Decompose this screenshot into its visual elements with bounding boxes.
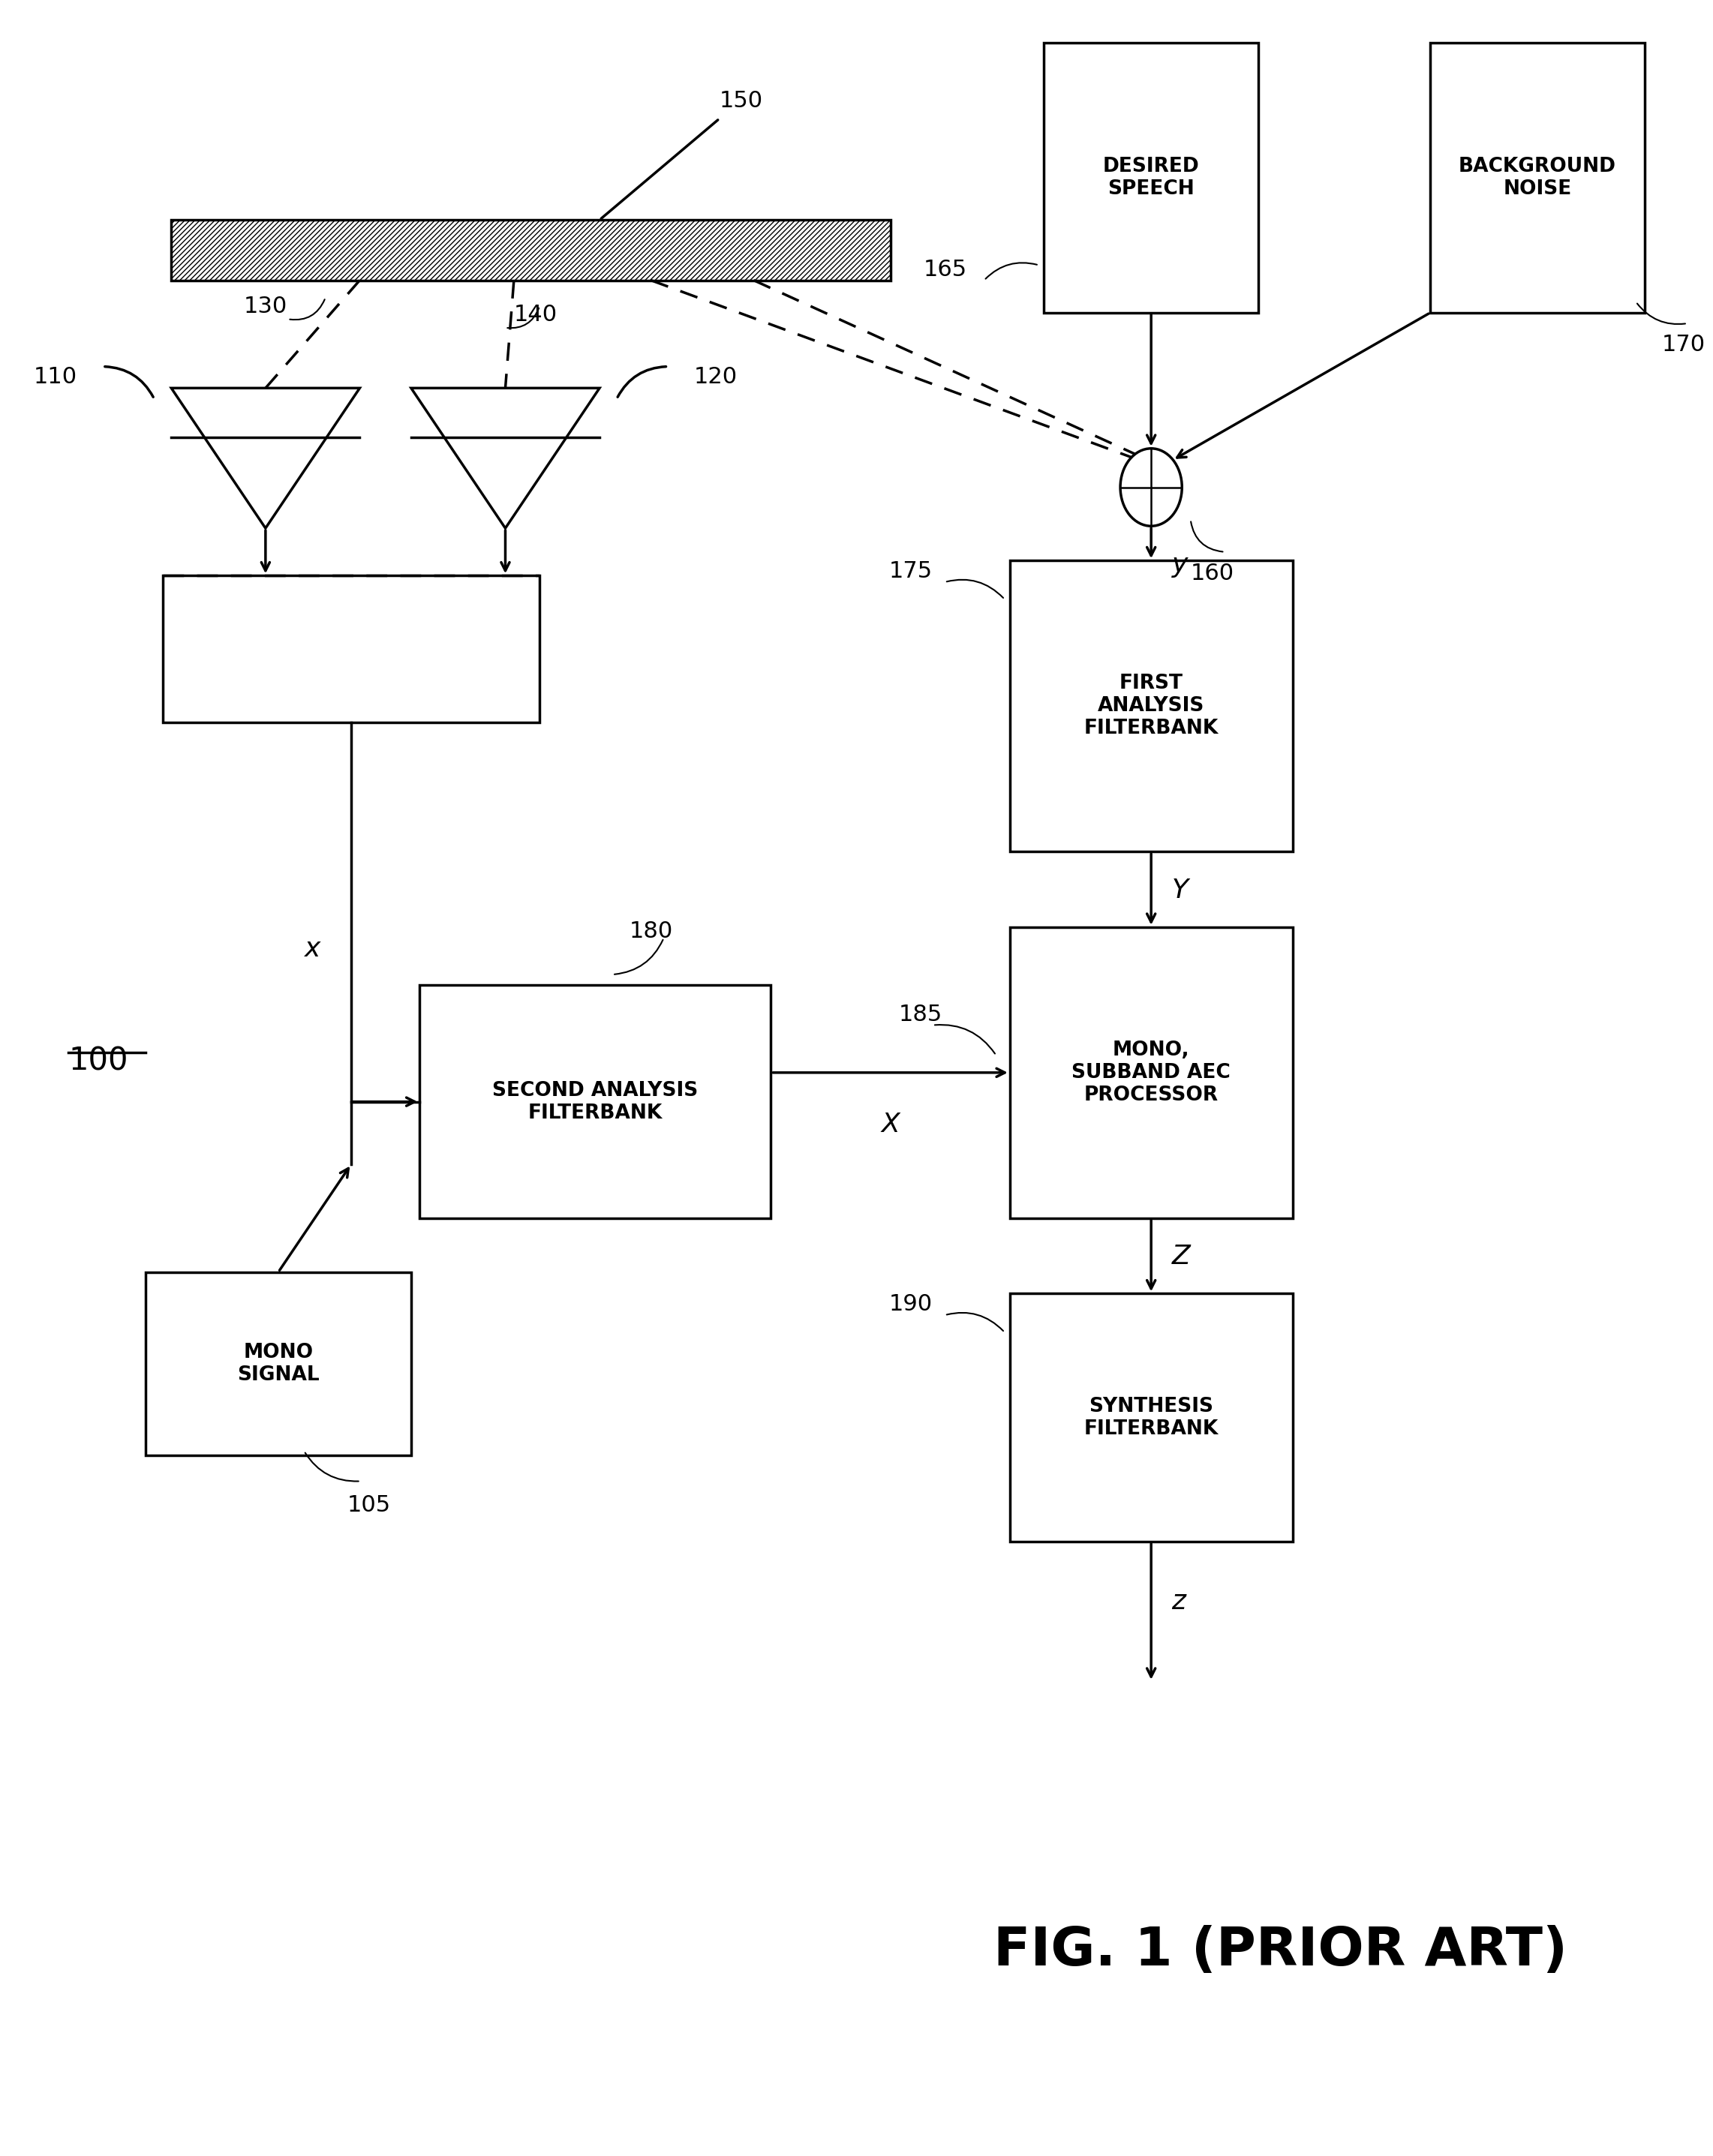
Text: MONO,
SUBBAND AEC
PROCESSOR: MONO, SUBBAND AEC PROCESSOR [1072,1041,1230,1104]
Text: 170: 170 [1662,334,1704,356]
Polygon shape [171,388,360,528]
Text: 160: 160 [1191,563,1233,584]
Text: Y: Y [1172,877,1189,903]
Text: 130: 130 [243,295,288,317]
Bar [163,576,540,722]
Text: BACKGROUND
NOISE: BACKGROUND NOISE [1459,157,1615,198]
Text: y: y [1172,552,1187,578]
Polygon shape [411,388,600,528]
Text: 180: 180 [630,921,673,942]
Text: FIG. 1 (PRIOR ART): FIG. 1 (PRIOR ART) [994,1925,1567,1977]
Bar [1011,1294,1293,1542]
Text: SYNTHESIS
FILTERBANK: SYNTHESIS FILTERBANK [1084,1397,1218,1438]
Bar [1011,561,1293,852]
Bar [146,1272,411,1455]
Circle shape [1120,448,1182,526]
Text: 105: 105 [346,1494,391,1516]
Bar [171,220,891,280]
Text: 185: 185 [898,1003,942,1024]
Text: 150: 150 [719,91,762,112]
Text: Z: Z [1172,1244,1191,1270]
Bar [1430,43,1644,313]
Text: FIRST
ANALYSIS
FILTERBANK: FIRST ANALYSIS FILTERBANK [1084,675,1218,737]
Bar [1011,927,1293,1218]
Text: 140: 140 [514,304,557,326]
Text: 120: 120 [694,367,737,388]
Bar [1045,43,1257,313]
Text: 165: 165 [923,259,966,280]
Text: 100: 100 [69,1046,128,1078]
Text: 175: 175 [889,561,932,582]
Text: MONO
SIGNAL: MONO SIGNAL [236,1343,320,1384]
Text: X: X [880,1112,899,1136]
Text: z: z [1172,1589,1185,1615]
Text: SECOND ANALYSIS
FILTERBANK: SECOND ANALYSIS FILTERBANK [492,1080,699,1123]
Text: x: x [305,936,320,962]
Text: DESIRED
SPEECH: DESIRED SPEECH [1103,157,1199,198]
Text: 110: 110 [34,367,77,388]
Text: 190: 190 [889,1294,932,1315]
Bar [420,985,771,1218]
